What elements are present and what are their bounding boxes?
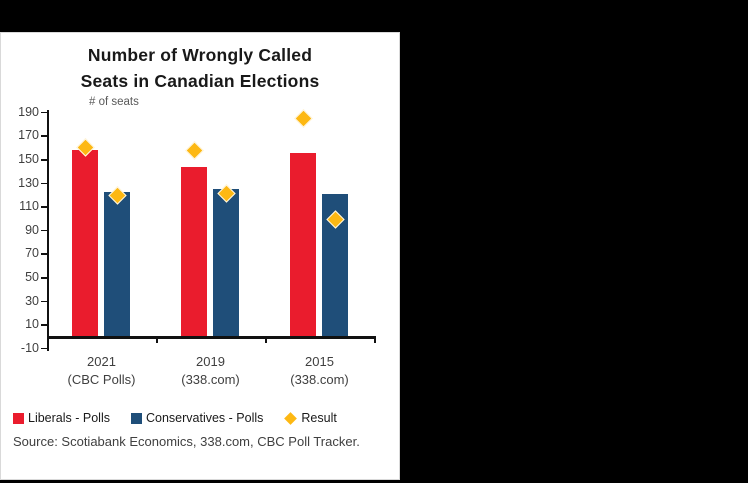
y-tick-label: 10	[25, 317, 39, 332]
y-tick	[41, 182, 47, 185]
y-tick	[41, 135, 47, 137]
x-axis-line	[47, 336, 376, 339]
legend-item: Result	[284, 411, 337, 425]
chart-panel: Number of Wrongly Called Seats in Canadi…	[0, 32, 400, 480]
legend-square-swatch	[13, 412, 24, 424]
y-tick-label: 170	[18, 128, 39, 143]
x-category-label: 2015 (338.com)	[265, 353, 375, 389]
legend-square-swatch	[130, 412, 142, 424]
y-axis-unit-label: # of seats	[89, 96, 139, 108]
y-tick	[41, 229, 47, 232]
bar-conservatives-polls	[213, 188, 239, 336]
y-tick-label: 70	[25, 246, 39, 261]
y-tick	[41, 159, 47, 161]
bar-liberals-polls	[181, 167, 207, 336]
y-tick	[41, 206, 47, 208]
y-tick	[41, 253, 47, 255]
x-category-year: 2021	[87, 354, 116, 369]
bar-liberals-polls	[72, 149, 98, 336]
y-tick-label: 130	[18, 175, 39, 190]
y-tick-label: 110	[19, 199, 39, 214]
y-tick-label: 30	[25, 293, 39, 308]
legend-diamond-swatch	[284, 411, 298, 425]
chart-title: Number of Wrongly Called Seats in Canadi…	[1, 42, 399, 94]
y-tick-label: 90	[25, 222, 39, 237]
bar-liberals-polls	[290, 153, 316, 336]
x-category-source: (338.com)	[290, 372, 349, 387]
chart-title-line1: Number of Wrongly Called	[87, 45, 313, 65]
legend: Liberals - Polls Conservatives - Polls Res…	[13, 411, 337, 425]
y-tick-label: 150	[18, 152, 39, 166]
x-category-label: 2021 (CBC Polls)	[47, 353, 157, 389]
x-axis-boundary-tick	[374, 337, 376, 343]
y-tick-label: -10	[20, 340, 39, 355]
bar-conservatives-polls	[104, 192, 130, 336]
chart-title-line2: Seats in Canadian Elections	[80, 71, 320, 91]
legend-label: Conservatives - Polls	[145, 411, 264, 425]
y-tick	[41, 111, 47, 114]
plot-area: 190 170 150 130 110 90 70 50 30 10 -10 2021 (CBC Pol…	[1, 33, 399, 479]
result-diamond	[184, 141, 204, 160]
x-category-label: 2019 (338.com)	[156, 353, 266, 389]
x-category-year: 2015	[305, 354, 334, 369]
result-diamond	[293, 109, 313, 129]
legend-item: Liberals - Polls	[13, 411, 110, 425]
legend-label: Liberals - Polls	[28, 411, 110, 425]
y-tick	[41, 324, 47, 326]
source-note: Source: Scotiabank Economics, 338.com, C…	[13, 434, 360, 449]
x-axis-boundary-tick	[265, 337, 267, 343]
x-category-source: (CBC Polls)	[67, 372, 136, 387]
x-category-year: 2019	[196, 354, 225, 369]
x-category-source: (338.com)	[181, 372, 240, 387]
legend-item: Conservatives - Polls	[130, 411, 264, 425]
y-axis-line	[47, 109, 49, 351]
y-tick-label: 190	[18, 104, 39, 119]
y-tick	[41, 277, 47, 279]
x-axis-boundary-tick	[156, 337, 158, 343]
y-tick-label: 50	[25, 270, 39, 284]
legend-label: Result	[301, 411, 337, 425]
y-tick	[41, 347, 47, 350]
y-tick	[41, 300, 47, 303]
